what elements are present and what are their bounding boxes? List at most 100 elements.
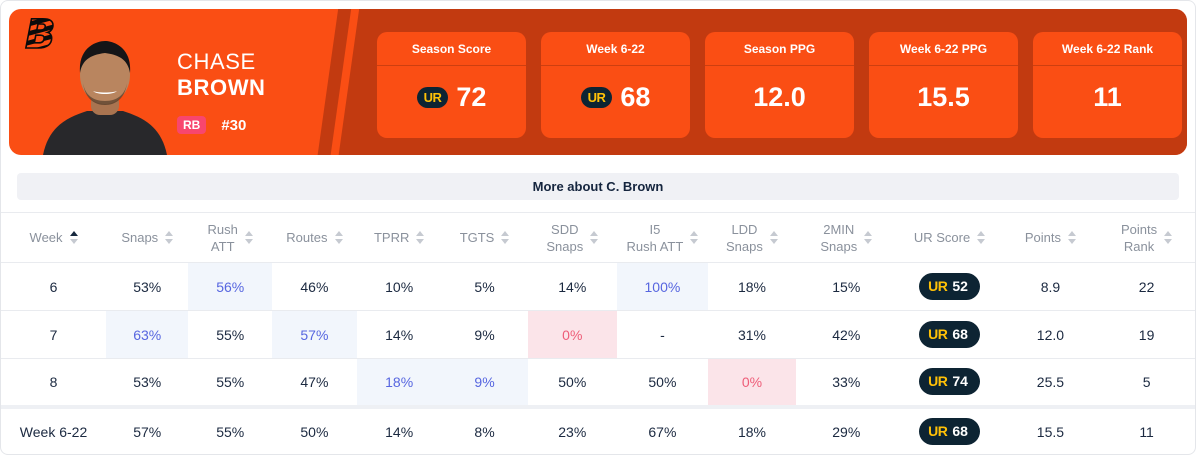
weekly-stats-table: Week Snaps Rush ATT Routes TPRR TGTS SDD Snaps… — [1, 212, 1195, 454]
sort-icon[interactable] — [1068, 231, 1076, 244]
sort-icon[interactable] — [244, 231, 253, 244]
svg-text:B: B — [25, 14, 56, 54]
sort-down-arrow-icon — [69, 239, 78, 244]
table-cell: 7 — [1, 310, 107, 359]
sort-icon[interactable] — [334, 231, 343, 244]
sort-up-arrow-icon — [590, 231, 599, 236]
ur-logo-icon: UR — [580, 86, 613, 108]
summary-row: Week 6-22 57% 55% 50% 14% 8% 23% 67% 18% 29% UR 68 1… — [1, 404, 1195, 454]
sort-up-arrow-icon — [416, 231, 425, 236]
table-cell: UR 68 — [896, 310, 1003, 359]
sort-up-arrow-icon — [1068, 231, 1076, 236]
column-header-i5-rush-att[interactable]: I5 Rush ATT — [617, 212, 708, 263]
sort-down-arrow-icon — [1164, 239, 1173, 244]
table-cell: 18% — [356, 358, 442, 407]
table-cell: 9% — [441, 310, 528, 359]
table-cell: 55% — [188, 404, 273, 454]
column-label: 2MIN Snaps — [820, 221, 858, 254]
sort-up-arrow-icon — [69, 231, 78, 236]
ur-logo-icon: UR — [928, 373, 948, 390]
sort-icon[interactable] — [165, 231, 174, 244]
stat-card-value: 11 — [1033, 66, 1182, 138]
stat-card-label: Week 6-22 — [541, 32, 690, 66]
sort-icon[interactable] — [864, 231, 873, 244]
stat-card-value: 12.0 — [705, 66, 854, 138]
column-header-ur-score[interactable]: UR Score — [896, 212, 1003, 263]
table-cell: 47% — [272, 358, 357, 407]
table-cell: 25.5 — [1002, 358, 1099, 407]
sort-up-arrow-icon — [334, 231, 343, 236]
table-cell: 57% — [106, 404, 189, 454]
ur-score-value: 52 — [952, 278, 968, 295]
table-cell: 5 — [1098, 358, 1195, 407]
table-cell: 56% — [188, 262, 273, 311]
column-header-points[interactable]: Points — [1002, 212, 1099, 263]
sort-down-arrow-icon — [864, 239, 873, 244]
player-header: B CHASE BROWN RB #30 Season Score UR 72 Wee… — [9, 9, 1187, 155]
stat-card-number: 15.5 — [917, 81, 970, 112]
sort-down-arrow-icon — [1068, 239, 1076, 244]
table-cell: 0% — [527, 310, 618, 359]
column-header-routes[interactable]: Routes — [272, 212, 357, 263]
table-cell: 55% — [188, 310, 273, 359]
table-cell: 8 — [1, 358, 107, 407]
column-header-tprr[interactable]: TPRR — [356, 212, 442, 263]
sort-down-arrow-icon — [416, 239, 425, 244]
table-cell: 9% — [441, 358, 528, 407]
ur-score-badge: UR 68 — [919, 321, 980, 348]
player-photo — [35, 37, 175, 155]
jersey-number: #30 — [221, 116, 247, 134]
column-header-rush-att[interactable]: Rush ATT — [188, 212, 273, 263]
sort-down-arrow-icon — [501, 239, 510, 244]
table-cell: 22 — [1098, 262, 1195, 311]
column-label: Snaps — [121, 230, 159, 245]
sort-icon[interactable] — [69, 231, 78, 244]
sort-up-arrow-icon — [501, 231, 510, 236]
column-header-sdd-snaps[interactable]: SDD Snaps — [527, 212, 618, 263]
table-cell: 8.9 — [1002, 262, 1099, 311]
week-row: 8 53% 55% 47% 18% 9% 50% 50% 0% 33% UR 74 25.5 5 — [1, 358, 1195, 407]
sort-down-arrow-icon — [244, 239, 253, 244]
column-header-week[interactable]: Week — [1, 212, 107, 263]
sort-up-arrow-icon — [690, 231, 699, 236]
table-cell: 14% — [527, 262, 618, 311]
column-header-tgts[interactable]: TGTS — [441, 212, 528, 263]
sort-up-arrow-icon — [864, 231, 873, 236]
sort-icon[interactable] — [590, 231, 599, 244]
table-cell: 29% — [796, 404, 897, 454]
week-row: 6 53% 56% 46% 10% 5% 14% 100% 18% 15% UR 52 8.9 22 — [1, 262, 1195, 311]
sort-icon[interactable] — [1164, 231, 1173, 244]
column-label: SDD Snaps — [546, 221, 584, 254]
ur-score-value: 74 — [952, 373, 968, 390]
ur-logo-icon: UR — [928, 423, 948, 440]
table-cell: 19 — [1098, 310, 1195, 359]
stat-card-number: 72 — [456, 81, 487, 112]
more-about-bar[interactable]: More about C. Brown — [17, 173, 1179, 200]
stat-card-value: UR 72 — [377, 66, 526, 138]
column-label: Routes — [286, 230, 328, 245]
column-header-points-rank[interactable]: Points Rank — [1098, 212, 1195, 263]
column-header-snaps[interactable]: Snaps — [106, 212, 189, 263]
table-cell: 18% — [707, 404, 797, 454]
table-cell: 63% — [106, 310, 189, 359]
table-cell: 12.0 — [1002, 310, 1099, 359]
table-cell: 31% — [707, 310, 797, 359]
column-label: Points — [1024, 230, 1061, 245]
table-cell: 0% — [707, 358, 797, 407]
sort-icon[interactable] — [769, 231, 778, 244]
column-header-2min-snaps[interactable]: 2MIN Snaps — [796, 212, 897, 263]
sort-icon[interactable] — [690, 231, 699, 244]
column-label: Rush ATT — [207, 221, 238, 254]
sort-icon[interactable] — [416, 231, 425, 244]
column-header-ldd-snaps[interactable]: LDD Snaps — [707, 212, 797, 263]
stat-cards-row: Season Score UR 72 Week 6-22 UR 68 Season PPG 1… — [377, 32, 1182, 138]
table-cell: 50% — [617, 358, 708, 407]
sort-icon[interactable] — [977, 231, 986, 244]
sort-icon[interactable] — [501, 231, 510, 244]
ur-logo-icon: UR — [416, 86, 449, 108]
table-cell: 33% — [796, 358, 897, 407]
ur-logo-icon: UR — [928, 278, 948, 295]
sort-up-arrow-icon — [977, 231, 986, 236]
table-cell: 15% — [796, 262, 897, 311]
table-cell: 10% — [356, 262, 442, 311]
